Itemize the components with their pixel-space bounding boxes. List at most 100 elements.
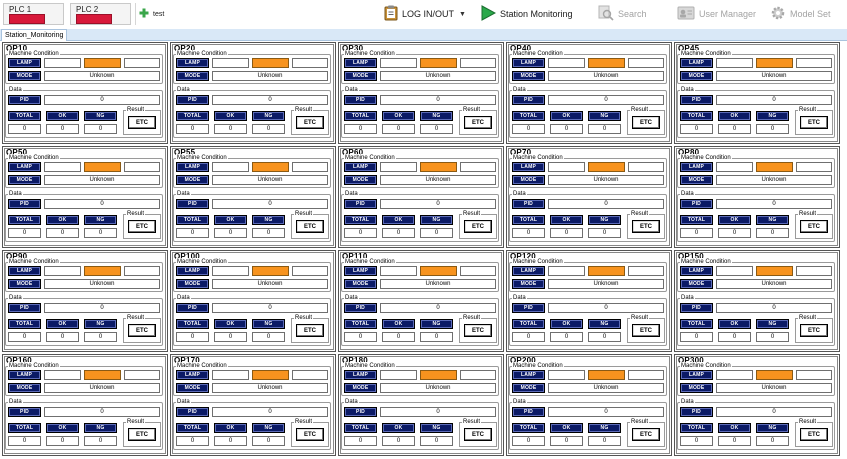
ok-button[interactable]: OK	[718, 111, 751, 121]
ok-button[interactable]: OK	[718, 319, 751, 329]
total-button[interactable]: TOTAL	[176, 423, 209, 433]
lamp-button[interactable]: LAMP	[344, 266, 377, 276]
pid-button[interactable]: PID	[8, 95, 41, 105]
ng-button[interactable]: NG	[84, 423, 117, 433]
etc-button[interactable]: ETC	[632, 428, 660, 441]
pid-button[interactable]: PID	[512, 199, 545, 209]
lamp-button[interactable]: LAMP	[512, 162, 545, 172]
total-button[interactable]: TOTAL	[344, 423, 377, 433]
ok-button[interactable]: OK	[46, 215, 79, 225]
tab-station-monitoring[interactable]: Station_Monitoring	[1, 29, 68, 41]
lamp-button[interactable]: LAMP	[176, 370, 209, 380]
mode-button[interactable]: MODE	[680, 71, 713, 81]
lamp-button[interactable]: LAMP	[176, 266, 209, 276]
pid-button[interactable]: PID	[176, 303, 209, 313]
etc-button[interactable]: ETC	[800, 324, 828, 337]
etc-button[interactable]: ETC	[128, 116, 156, 129]
etc-button[interactable]: ETC	[800, 116, 828, 129]
pid-button[interactable]: PID	[512, 407, 545, 417]
ok-button[interactable]: OK	[550, 111, 583, 121]
etc-button[interactable]: ETC	[632, 116, 660, 129]
search-button[interactable]: Search	[598, 5, 647, 23]
mode-button[interactable]: MODE	[680, 175, 713, 185]
ok-button[interactable]: OK	[718, 215, 751, 225]
login-logout-button[interactable]: LOG IN/OUT ▼	[384, 5, 466, 23]
total-button[interactable]: TOTAL	[8, 423, 41, 433]
total-button[interactable]: TOTAL	[344, 319, 377, 329]
ok-button[interactable]: OK	[550, 423, 583, 433]
etc-button[interactable]: ETC	[464, 116, 492, 129]
test-button[interactable]: test	[139, 5, 164, 23]
pid-button[interactable]: PID	[344, 407, 377, 417]
ng-button[interactable]: NG	[588, 215, 621, 225]
total-button[interactable]: TOTAL	[680, 111, 713, 121]
lamp-button[interactable]: LAMP	[8, 162, 41, 172]
lamp-button[interactable]: LAMP	[344, 370, 377, 380]
etc-button[interactable]: ETC	[128, 428, 156, 441]
total-button[interactable]: TOTAL	[344, 111, 377, 121]
total-button[interactable]: TOTAL	[176, 215, 209, 225]
pid-button[interactable]: PID	[8, 407, 41, 417]
mode-button[interactable]: MODE	[176, 175, 209, 185]
ng-button[interactable]: NG	[252, 215, 285, 225]
pid-button[interactable]: PID	[176, 199, 209, 209]
pid-button[interactable]: PID	[680, 199, 713, 209]
station-monitoring-button[interactable]: Station Monitoring	[480, 5, 573, 23]
ng-button[interactable]: NG	[756, 111, 789, 121]
pid-button[interactable]: PID	[8, 199, 41, 209]
mode-button[interactable]: MODE	[344, 383, 377, 393]
ng-button[interactable]: NG	[84, 111, 117, 121]
lamp-button[interactable]: LAMP	[680, 266, 713, 276]
mode-button[interactable]: MODE	[512, 71, 545, 81]
ng-button[interactable]: NG	[252, 319, 285, 329]
mode-button[interactable]: MODE	[344, 175, 377, 185]
ng-button[interactable]: NG	[588, 319, 621, 329]
lamp-button[interactable]: LAMP	[344, 58, 377, 68]
pid-button[interactable]: PID	[512, 303, 545, 313]
etc-button[interactable]: ETC	[296, 428, 324, 441]
total-button[interactable]: TOTAL	[8, 215, 41, 225]
mode-button[interactable]: MODE	[680, 279, 713, 289]
pid-button[interactable]: PID	[680, 303, 713, 313]
mode-button[interactable]: MODE	[344, 71, 377, 81]
pid-button[interactable]: PID	[344, 95, 377, 105]
mode-button[interactable]: MODE	[176, 383, 209, 393]
ng-button[interactable]: NG	[420, 111, 453, 121]
total-button[interactable]: TOTAL	[176, 319, 209, 329]
ok-button[interactable]: OK	[382, 423, 415, 433]
total-button[interactable]: TOTAL	[512, 111, 545, 121]
user-manager-button[interactable]: User Manager	[677, 5, 756, 23]
ng-button[interactable]: NG	[588, 111, 621, 121]
total-button[interactable]: TOTAL	[512, 215, 545, 225]
etc-button[interactable]: ETC	[296, 324, 324, 337]
mode-button[interactable]: MODE	[512, 383, 545, 393]
lamp-button[interactable]: LAMP	[8, 58, 41, 68]
ok-button[interactable]: OK	[718, 423, 751, 433]
mode-button[interactable]: MODE	[176, 279, 209, 289]
lamp-button[interactable]: LAMP	[512, 266, 545, 276]
etc-button[interactable]: ETC	[296, 116, 324, 129]
total-button[interactable]: TOTAL	[344, 215, 377, 225]
ok-button[interactable]: OK	[214, 423, 247, 433]
pid-button[interactable]: PID	[680, 95, 713, 105]
lamp-button[interactable]: LAMP	[176, 58, 209, 68]
lamp-button[interactable]: LAMP	[8, 266, 41, 276]
ok-button[interactable]: OK	[550, 319, 583, 329]
etc-button[interactable]: ETC	[464, 324, 492, 337]
lamp-button[interactable]: LAMP	[680, 162, 713, 172]
model-set-button[interactable]: Model Set	[770, 5, 831, 23]
mode-button[interactable]: MODE	[512, 175, 545, 185]
etc-button[interactable]: ETC	[800, 220, 828, 233]
total-button[interactable]: TOTAL	[680, 423, 713, 433]
mode-button[interactable]: MODE	[176, 71, 209, 81]
ng-button[interactable]: NG	[756, 423, 789, 433]
mode-button[interactable]: MODE	[680, 383, 713, 393]
ng-button[interactable]: NG	[756, 319, 789, 329]
ok-button[interactable]: OK	[46, 319, 79, 329]
etc-button[interactable]: ETC	[128, 324, 156, 337]
lamp-button[interactable]: LAMP	[344, 162, 377, 172]
etc-button[interactable]: ETC	[632, 220, 660, 233]
lamp-button[interactable]: LAMP	[680, 58, 713, 68]
mode-button[interactable]: MODE	[344, 279, 377, 289]
ng-button[interactable]: NG	[756, 215, 789, 225]
